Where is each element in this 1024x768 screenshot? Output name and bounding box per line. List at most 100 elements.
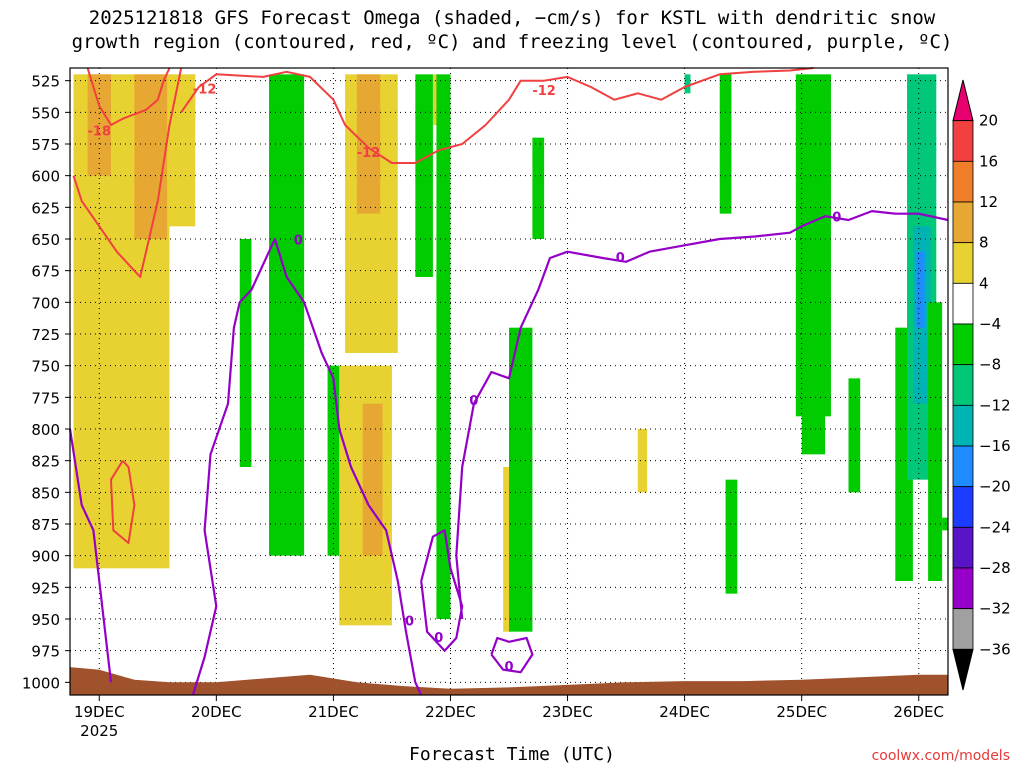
colorbar-segment <box>952 364 974 406</box>
x-tick-label: 24DEC <box>659 703 710 721</box>
x-tick-label: 22DEC <box>425 703 476 721</box>
omega-shade-16 <box>327 365 340 556</box>
colorbar-segment <box>952 79 974 122</box>
contour-red-loop <box>110 460 136 544</box>
chart-title-line2: growth region (contoured, red, ºC) and f… <box>71 31 953 53</box>
omega-shade-8 <box>362 403 383 556</box>
contour-purple-right <box>455 210 949 620</box>
axes-layer <box>65 67 949 701</box>
omega-shade-30 <box>916 251 925 328</box>
omega-shade-1 <box>134 74 168 239</box>
contour-label: -18 <box>88 124 112 139</box>
colorbar-label: 4 <box>979 274 989 292</box>
omega-shade-20 <box>509 327 533 632</box>
colorbar-label: −20 <box>979 478 1011 496</box>
colorbar-label: 12 <box>979 193 998 211</box>
omega-shade-15 <box>280 239 289 429</box>
colorbar-segment <box>952 282 974 325</box>
y-tick-label: 575 <box>31 136 60 154</box>
contour-red-minus18b <box>72 67 183 278</box>
chart-title-line1: 2025121818 GFS Forecast Omega (shaded, −… <box>88 7 936 29</box>
omega-shade-17 <box>415 74 433 277</box>
colorbar-segment <box>952 201 974 244</box>
omega-shade-25 <box>801 175 826 455</box>
y-tick-label: 675 <box>31 263 60 281</box>
contour-label: -12 <box>193 83 217 98</box>
x-tick-label: 21DEC <box>308 703 359 721</box>
x-tick-label: 19DEC <box>74 703 125 721</box>
contour-layer <box>68 67 949 696</box>
omega-shade-6 <box>356 74 381 214</box>
colorbar-label: −36 <box>979 640 1011 658</box>
colorbar-label: −16 <box>979 437 1011 455</box>
y-tick-label: 600 <box>31 168 60 186</box>
contour-label: -12 <box>532 84 556 99</box>
colorbar-segment <box>952 404 974 447</box>
omega-shade-33 <box>684 74 691 94</box>
colorbar-segment <box>952 160 974 203</box>
colorbar-segment <box>952 120 974 162</box>
x-tick-label: 26DEC <box>893 703 944 721</box>
colorbar-label: −12 <box>979 396 1011 414</box>
y-tick-label: 950 <box>31 611 60 629</box>
y-tick-label: 700 <box>31 294 60 312</box>
omega-shading-layer <box>73 74 948 632</box>
credit-text: coolwx.com/models <box>871 748 1010 764</box>
colorbar-label: −4 <box>979 315 1001 333</box>
contour-labels: -12 -18 -12 -12 0 0 0 0 0 0 0 <box>88 83 842 676</box>
y-tick-labels: 525 550 575 600 625 650 675 700 725 750 775 800 825 8… <box>22 73 60 693</box>
x-year-label: 2025 <box>80 722 118 740</box>
y-tick-label: 975 <box>31 643 60 661</box>
colorbar-segment <box>952 323 974 366</box>
colorbar-label: 20 <box>979 112 998 130</box>
colorbar-label: −8 <box>979 356 1001 374</box>
x-axis-label: Forecast Time (UTC) <box>409 744 615 765</box>
contour-label: 0 <box>405 615 414 630</box>
contour-red-minus18 <box>86 67 171 126</box>
omega-shade-23 <box>725 479 738 594</box>
y-tick-label: 800 <box>31 421 60 439</box>
colorbar-label: −24 <box>979 518 1011 536</box>
omega-shade-10 <box>503 467 512 632</box>
y-tick-label: 900 <box>31 548 60 566</box>
x-tick-label: 25DEC <box>776 703 827 721</box>
omega-shade-11 <box>637 429 648 493</box>
contour-label: 0 <box>832 210 841 225</box>
contour-purple-loop2 <box>490 636 534 674</box>
x-tick-labels: 19DEC 20DEC 21DEC 22DEC 23DEC 24DEC 25DEC 26DEC… <box>74 703 944 740</box>
y-tick-label: 550 <box>31 104 60 122</box>
y-tick-label: 725 <box>31 326 60 344</box>
colorbar-label: −32 <box>979 600 1011 618</box>
y-tick-label: 875 <box>31 516 60 534</box>
x-tick-label: 23DEC <box>542 703 593 721</box>
colorbar-segment <box>952 445 974 488</box>
ground-fill <box>70 667 948 695</box>
colorbar: 20 16 12 8 4 −4 −8 −12 −16 −20 −24 −28 −32 −36 <box>952 79 1011 691</box>
y-tick-label: 750 <box>31 358 60 376</box>
contour-purple-left <box>68 428 113 683</box>
contour-label: -12 <box>357 146 381 161</box>
omega-shade-31 <box>928 302 943 581</box>
colorbar-segment <box>952 486 974 528</box>
ground-area <box>70 667 948 695</box>
omega-shade-4 <box>190 74 196 125</box>
contour-label: 0 <box>294 233 303 248</box>
colorbar-label: −28 <box>979 559 1011 577</box>
y-tick-label: 525 <box>31 73 60 91</box>
colorbar-label: 16 <box>979 152 998 170</box>
plot-frame <box>69 67 949 696</box>
contour-purple-mid <box>191 237 423 696</box>
omega-shade-2 <box>87 74 111 176</box>
omega-shade-9 <box>432 74 439 125</box>
y-tick-label: 850 <box>31 484 60 502</box>
contour-label: 0 <box>469 394 478 409</box>
y-tick-label: 925 <box>31 579 60 597</box>
omega-shade-21 <box>532 137 545 239</box>
omega-shade-13 <box>239 239 252 467</box>
y-tick-label: 825 <box>31 453 60 471</box>
y-tick-label: 650 <box>31 231 60 249</box>
contour-label: 0 <box>434 631 443 646</box>
colorbar-segment <box>952 608 974 650</box>
y-tick-label: 775 <box>31 389 60 407</box>
colorbar-segment <box>952 648 974 691</box>
